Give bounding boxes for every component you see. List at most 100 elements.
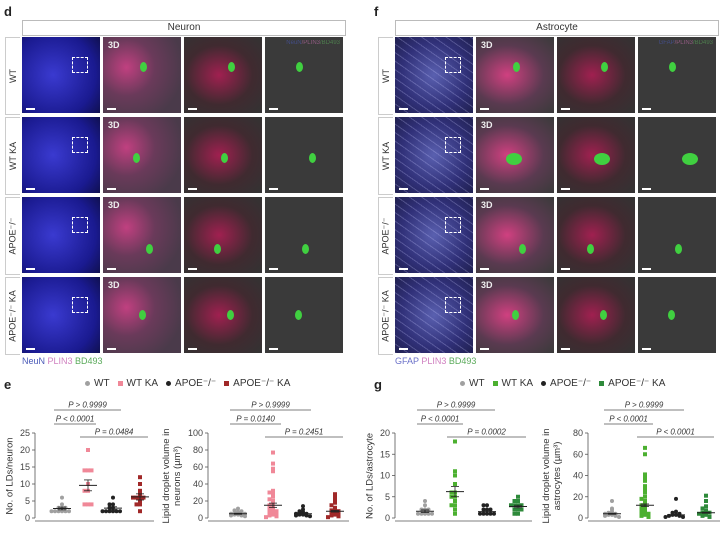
data-point (643, 505, 647, 510)
data-point (267, 510, 272, 515)
scale-bar (107, 268, 116, 270)
micrograph-tile (557, 277, 635, 353)
lipid-droplet (146, 244, 153, 254)
data-point (274, 514, 279, 519)
data-point (516, 494, 520, 499)
lipid-droplet (221, 153, 228, 163)
data-point (107, 502, 112, 507)
scale-bar (107, 108, 116, 110)
row-label: WT KA (378, 117, 393, 195)
lipid-droplet (682, 153, 698, 165)
data-point (704, 509, 708, 514)
inset-box-marker (72, 137, 88, 153)
channel-legend: NeuN/PLIN3/BD493 (286, 40, 340, 46)
legend: WT WT KA APOE⁻/⁻ APOE⁻/⁻ KA (460, 378, 673, 389)
scale-bar (642, 108, 651, 110)
data-point (264, 515, 268, 520)
channel-name: /PLIN3 (301, 40, 320, 46)
data-point (610, 509, 614, 514)
lipid-droplet (227, 310, 234, 320)
data-point (423, 503, 427, 508)
chart-1: 0 20 40 60 80 100 P = 0.0140 P > 0.9999 P = 0.24… (188, 401, 349, 523)
data-point (478, 511, 482, 516)
data-point (107, 509, 112, 514)
micrograph-tile (395, 117, 473, 193)
data-point (271, 450, 275, 455)
scale-bar (561, 188, 570, 190)
data-point (646, 511, 651, 516)
micrograph-tile (265, 277, 343, 353)
micrograph-tile (22, 277, 100, 353)
data-point (643, 490, 647, 495)
scale-bar (561, 268, 570, 270)
data-point (481, 503, 486, 508)
data-point (111, 509, 115, 514)
legend: WT WT KA APOE⁻/⁻ APOE⁻/⁻ KA (85, 378, 298, 389)
data-point (453, 503, 457, 508)
scale-bar (480, 188, 489, 190)
lipid-droplet (296, 62, 303, 72)
data-point (60, 495, 64, 500)
legend-label: WT (94, 378, 110, 389)
legend-marker (541, 380, 547, 386)
y-tick-label: 80 (193, 445, 203, 455)
data-point (430, 511, 434, 516)
data-point (138, 482, 142, 486)
micrograph-tile (557, 37, 635, 113)
data-point (336, 511, 341, 516)
y-tick-label: 20 (193, 496, 203, 506)
data-point (481, 511, 486, 516)
stain-legend: NeuN PLIN3 BD493 (22, 356, 103, 366)
legend-label: WT KA (501, 378, 534, 389)
lipid-droplet (214, 244, 221, 254)
scale-bar (26, 108, 35, 110)
channel-name: /BD493 (319, 40, 340, 46)
micrograph-tile (22, 117, 100, 193)
micrograph-tile: 3D (476, 277, 554, 353)
data-point (453, 469, 457, 474)
scale-bar (188, 348, 197, 350)
data-point (60, 502, 64, 507)
data-point (267, 508, 272, 513)
data-point (82, 468, 87, 473)
legend-label: APOE⁻/⁻ (550, 378, 592, 389)
3d-label: 3D (108, 200, 120, 210)
3d-label: 3D (481, 40, 493, 50)
data-point (271, 494, 275, 499)
legend-marker (117, 380, 123, 386)
row-label: APOE⁻/⁻ (5, 197, 20, 275)
micrograph-tile (184, 117, 262, 193)
data-point (643, 445, 647, 450)
scale-bar (26, 348, 35, 350)
micrograph-tile (184, 37, 262, 113)
stain-name: PLIN3 (418, 356, 447, 366)
legend-item: APOE⁻/⁻ (541, 378, 591, 389)
data-point (516, 499, 520, 503)
data-point (229, 513, 233, 518)
scale-bar (399, 188, 408, 190)
legend-item: APOE⁻/⁻ (166, 378, 216, 389)
lipid-droplet (587, 244, 594, 254)
y-tick-label: 0 (25, 513, 30, 523)
y-tick-label: 5 (385, 492, 390, 502)
legend-marker (85, 380, 90, 386)
data-point (453, 439, 457, 444)
data-point (423, 499, 427, 503)
data-point (333, 500, 337, 505)
data-point (453, 499, 457, 503)
data-point (134, 502, 139, 507)
row-label: WT (5, 37, 20, 115)
lipid-droplet (139, 310, 146, 320)
data-point (111, 502, 115, 507)
legend-marker (224, 380, 230, 386)
p-value-label: P > 0.9999 (625, 401, 664, 410)
inset-box-marker (445, 297, 461, 313)
y-tick-label: 100 (188, 428, 203, 438)
y-tick-label: 40 (573, 471, 583, 481)
stain-name: NeuN (22, 356, 46, 366)
micrograph-tile: 3D (476, 197, 554, 273)
scale-bar (561, 348, 570, 350)
p-value-label: P > 0.9999 (437, 401, 476, 410)
data-point (700, 506, 705, 511)
